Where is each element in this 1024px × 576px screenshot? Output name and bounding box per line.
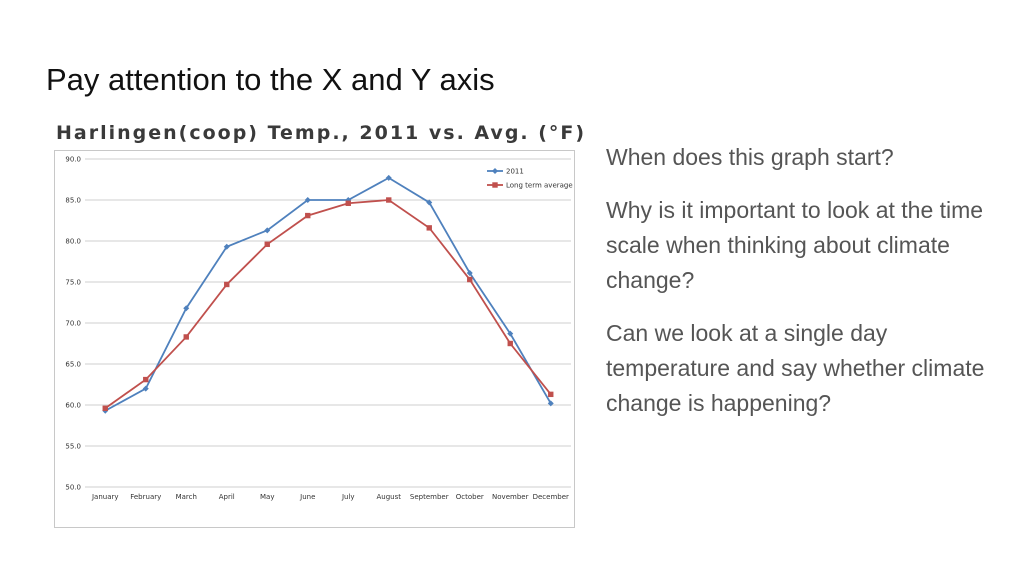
- question-single-day: Can we look at a single day temperature …: [606, 320, 985, 416]
- data-point-average: [305, 212, 311, 219]
- data-point-2011: [223, 243, 230, 250]
- legend-label: 2011: [506, 168, 524, 176]
- data-point-2011: [547, 400, 554, 407]
- x-tick-label: February: [130, 493, 161, 501]
- data-point-average: [264, 241, 270, 247]
- question-list: When does this graph start? Why is it im…: [606, 140, 986, 439]
- data-point-2011: [426, 199, 433, 206]
- x-tick-label: March: [176, 493, 197, 501]
- question-time-scale: Why is it important to look at the time …: [606, 197, 984, 293]
- chart-title: Harlingen(coop) Temp., 2011 vs. Avg. (°F…: [56, 122, 587, 144]
- y-tick-label: 70.0: [65, 320, 81, 328]
- data-point-average: [426, 225, 432, 231]
- legend-label: Long term average: [506, 182, 573, 190]
- data-point-2011: [304, 197, 311, 203]
- x-tick-label: August: [377, 493, 402, 501]
- line-chart: 50.0 55.0 60.0 65.0 70.0 75.0 80.0 85.0 90.0 Janu…: [65, 156, 573, 502]
- data-point-2011: [264, 227, 271, 234]
- y-tick-label: 50.0: [65, 484, 81, 492]
- data-point-average: [224, 281, 230, 288]
- data-point-2011: [385, 174, 392, 181]
- question-start: When does this graph start?: [606, 144, 894, 170]
- series-line-average: [104, 199, 552, 410]
- series-line-2011: [104, 176, 552, 412]
- x-tick-label: July: [341, 493, 355, 501]
- data-point-average: [143, 376, 149, 383]
- data-point-average: [386, 197, 392, 203]
- x-tick-label: January: [91, 493, 119, 501]
- x-tick-label: October: [456, 493, 484, 501]
- data-point-2011: [142, 385, 149, 392]
- data-point-2011: [183, 305, 190, 312]
- x-tick-label: May: [260, 493, 274, 501]
- y-tick-label: 90.0: [65, 156, 81, 164]
- data-point-average: [548, 391, 554, 398]
- data-point-2011: [466, 269, 473, 276]
- data-point-average: [183, 334, 189, 340]
- y-tick-label: 85.0: [65, 197, 81, 205]
- y-tick-label: 55.0: [65, 443, 81, 451]
- data-point-2011: [507, 330, 514, 337]
- data-point-average: [102, 405, 108, 411]
- chart-frame: 50.0 55.0 60.0 65.0 70.0 75.0 80.0 85.0 90.0 Janu…: [54, 150, 575, 528]
- slide-title: Pay attention to the X and Y axis: [46, 62, 495, 97]
- data-point-average: [345, 200, 351, 206]
- x-tick-label: December: [533, 493, 569, 501]
- y-tick-label: 75.0: [65, 279, 81, 287]
- x-tick-label: April: [219, 493, 235, 501]
- data-point-average: [507, 340, 513, 347]
- legend-marker-2011: [492, 168, 498, 174]
- y-tick-label: 60.0: [65, 402, 81, 410]
- x-tick-label: November: [492, 493, 529, 501]
- data-point-average: [467, 276, 473, 283]
- x-tick-label: June: [299, 493, 315, 501]
- y-tick-label: 80.0: [65, 238, 81, 246]
- x-tick-label: September: [410, 493, 449, 501]
- y-tick-label: 65.0: [65, 361, 81, 369]
- legend-marker-average: [492, 182, 498, 188]
